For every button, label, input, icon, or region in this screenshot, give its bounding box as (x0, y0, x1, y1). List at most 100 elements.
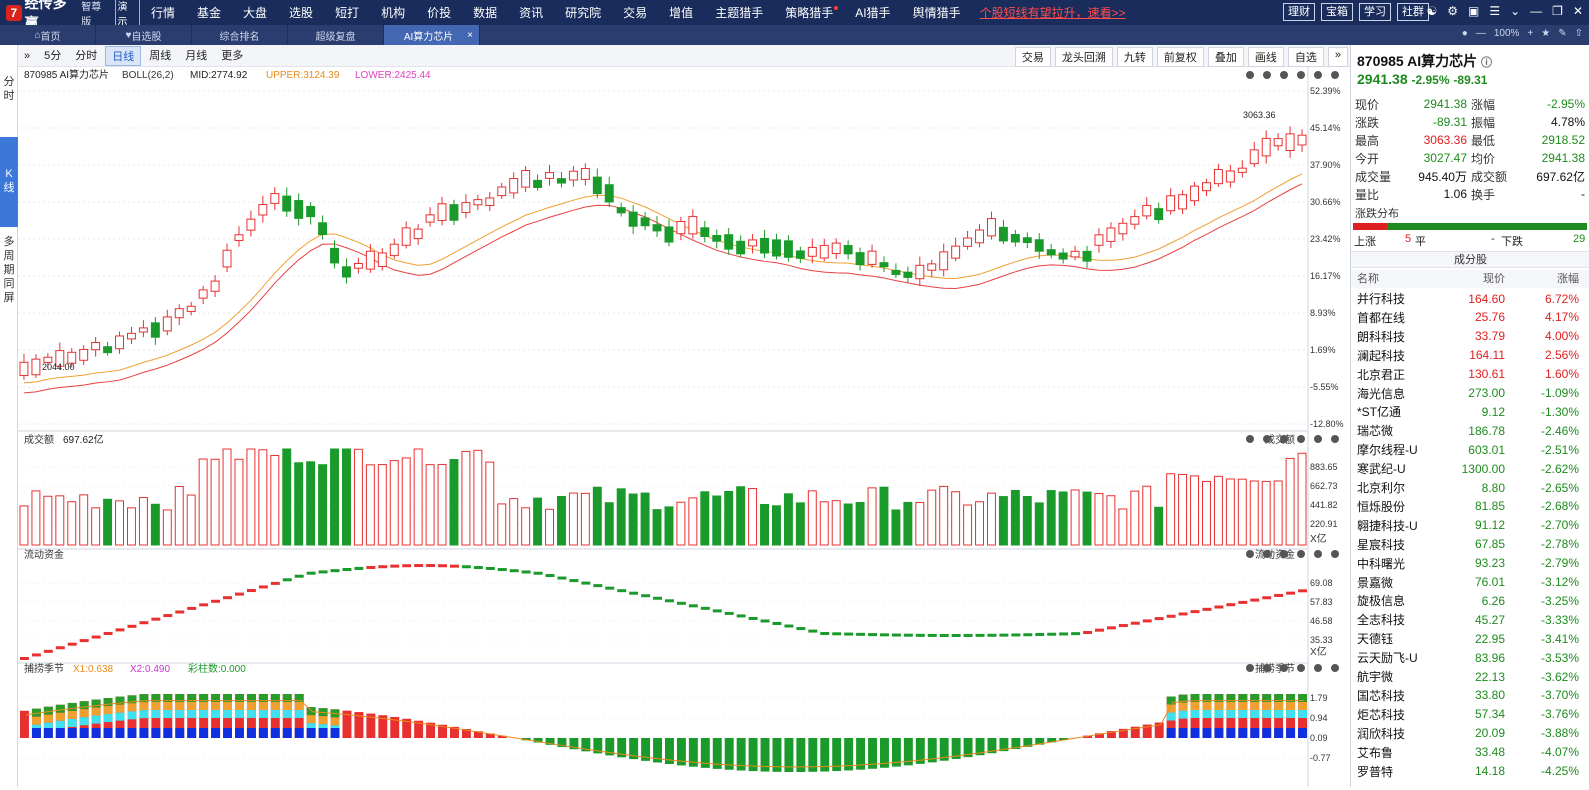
mode-kline[interactable]: K线 (0, 137, 18, 227)
help-icon[interactable] (1314, 550, 1322, 558)
close-icon[interactable] (1331, 435, 1339, 443)
remove-icon[interactable] (1280, 664, 1288, 672)
restore-icon[interactable]: ❐ (1552, 4, 1563, 18)
top-button-0[interactable]: 理财 (1283, 3, 1315, 21)
chart-link-icon[interactable] (1246, 71, 1254, 79)
toolbar-right-1[interactable]: 龙头回溯 (1055, 47, 1113, 67)
mode-intraday[interactable]: 分时 (0, 75, 18, 111)
period-0[interactable]: 5分 (38, 46, 67, 66)
menu-item-8[interactable]: 资讯 (508, 4, 554, 21)
menu-item-14[interactable]: AI猎手 (844, 4, 901, 21)
period-2[interactable]: 日线 (105, 46, 141, 66)
tab-2[interactable]: 综合排名 (192, 25, 288, 45)
settings-icon[interactable] (1297, 550, 1305, 558)
menu-item-2[interactable]: 大盘 (232, 4, 278, 21)
toolbar-right-6[interactable]: 自选 (1288, 47, 1324, 67)
menu-item-12[interactable]: 主题猎手 (704, 4, 774, 21)
menu-icon[interactable]: ☰ (1489, 4, 1500, 18)
col-name[interactable]: 名称 (1351, 270, 1433, 288)
minimize-icon[interactable]: — (1530, 4, 1542, 18)
menu-item-5[interactable]: 机构 (370, 4, 416, 21)
help-icon[interactable] (1314, 435, 1322, 443)
settings-icon[interactable] (1297, 435, 1305, 443)
chevron-down-icon[interactable]: ⌄ (1510, 4, 1520, 18)
tab-close-icon[interactable]: × (467, 30, 473, 41)
tab-0[interactable]: ⌂ 首页 (0, 25, 96, 45)
menu-item-13[interactable]: 策略猎手 (774, 4, 844, 21)
period-1[interactable]: 分时 (69, 46, 103, 66)
toolbar-right-3[interactable]: 前复权 (1157, 47, 1204, 67)
settings-icon[interactable] (1297, 664, 1305, 672)
add-icon[interactable] (1263, 664, 1271, 672)
toolbar-right-5[interactable]: 画线 (1248, 47, 1284, 67)
zoom-out-icon[interactable]: — (1476, 28, 1486, 39)
chart-link-icon[interactable] (1246, 435, 1254, 443)
menu-item-1[interactable]: 基金 (186, 4, 232, 21)
gear-icon[interactable]: ⚙ (1447, 4, 1458, 18)
help-icon[interactable] (1314, 71, 1322, 79)
menu-item-3[interactable]: 选股 (278, 4, 324, 21)
tab-3[interactable]: 超级复盘 (288, 25, 384, 45)
tab-4[interactable]: AI算力芯片× (384, 25, 480, 45)
star-icon[interactable]: ★ (1541, 28, 1550, 39)
menu-item-7[interactable]: 数据 (462, 4, 508, 21)
menu-item-9[interactable]: 研究院 (554, 4, 612, 21)
toolbar-right-4[interactable]: 叠加 (1208, 47, 1244, 67)
toolbar-right-2[interactable]: 九转 (1117, 47, 1153, 67)
edit-icon[interactable]: ✎ (1558, 28, 1566, 39)
toolbar-right-0[interactable]: 交易 (1015, 47, 1051, 67)
menu-item-10[interactable]: 交易 (612, 4, 658, 21)
window-icon[interactable]: ▣ (1468, 4, 1479, 18)
period-3[interactable]: 周线 (143, 46, 177, 66)
remove-icon[interactable] (1280, 71, 1288, 79)
add-icon[interactable] (1263, 550, 1271, 558)
chart-link-icon[interactable] (1246, 550, 1254, 558)
expand-icon[interactable]: » (1328, 47, 1348, 67)
chart-link-icon[interactable] (1246, 664, 1254, 672)
add-icon[interactable] (1263, 435, 1271, 443)
menu-item-15[interactable]: 舆情猎手 (902, 4, 972, 21)
menu-item-4[interactable]: 短打 (324, 4, 370, 21)
col-price[interactable]: 现价 (1433, 270, 1505, 288)
remove-icon[interactable] (1280, 435, 1288, 443)
tab-1[interactable]: ♥ 自选股 (96, 25, 192, 45)
period-4[interactable]: 月线 (179, 46, 213, 66)
menu-item-6[interactable]: 价投 (416, 4, 462, 21)
menu-item-0[interactable]: 行情 (140, 4, 186, 21)
help-icon[interactable] (1314, 664, 1322, 672)
close-icon[interactable] (1331, 71, 1339, 79)
pin-icon[interactable]: ⇧ (1575, 28, 1583, 39)
indicator-name[interactable]: BOLL(26,2) (122, 70, 174, 81)
period-5[interactable]: 更多 (215, 46, 249, 66)
top-button-1[interactable]: 宝箱 (1321, 3, 1353, 21)
mode-multi-period[interactable]: 多周期同屏 (0, 235, 18, 315)
settings-icon[interactable] (1297, 71, 1305, 79)
promo-link[interactable]: 个股短线有望拉升，速看>> (980, 4, 1126, 21)
